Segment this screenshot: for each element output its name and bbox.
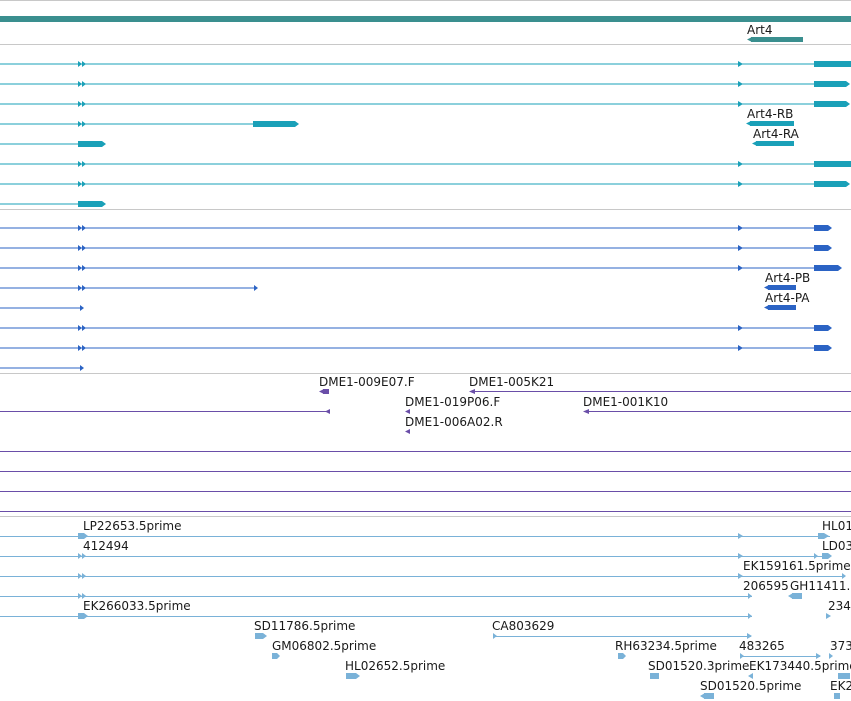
gene-track[interactable]: Art4: [747, 23, 803, 42]
est-label: CA803629: [492, 619, 554, 633]
est-label: EK2: [830, 679, 851, 693]
est-label: 206595: [743, 579, 789, 593]
probe-arrow-icon: [469, 389, 475, 394]
protein-block-art4-pa[interactable]: [768, 305, 796, 310]
transcript-label-art4-ra: Art4-RA: [753, 127, 800, 141]
est-label: 234: [828, 599, 851, 613]
probe-line[interactable]: [0, 411, 329, 412]
transcript-label-art4-rb: Art4-RB: [747, 107, 793, 121]
protein-row[interactable]: [0, 325, 832, 331]
exon-arrow-icon: [764, 285, 769, 290]
transcript-row[interactable]: [0, 101, 850, 107]
exon-arrow-icon: [746, 121, 751, 126]
gene-region-bar: [0, 16, 851, 22]
transcript-row[interactable]: [0, 181, 850, 187]
probe-line[interactable]: [0, 451, 851, 452]
strand-arrow-icon: [747, 37, 752, 42]
separator: [0, 44, 851, 45]
separator: [0, 373, 851, 374]
probe-label-dme1-005k21: DME1-005K21: [469, 375, 554, 389]
transcript-row[interactable]: [0, 81, 850, 87]
est-block[interactable]: [78, 533, 84, 539]
est-label: RH63234.5prime: [615, 639, 717, 653]
probe-arrow-icon: [405, 429, 410, 434]
protein-row[interactable]: [0, 245, 832, 251]
probe-line[interactable]: [0, 511, 851, 512]
est-label: SD01520.3prime: [648, 659, 749, 673]
probe-label-dme1-009e07f: DME1-009E07.F: [319, 375, 415, 389]
est-track[interactable]: LP22653.5prime HL01 412494 LD03 EK159161…: [0, 519, 851, 699]
est-label: LD03: [822, 539, 851, 553]
est-label: EK159161.5prime: [743, 559, 851, 573]
probe-line[interactable]: [0, 471, 851, 472]
exon-arrow-icon: [78, 61, 82, 67]
est-label: SD11786.5prime: [254, 619, 355, 633]
est-line[interactable]: [493, 636, 751, 637]
exon-arrow-icon: [738, 61, 743, 67]
cyan-transcript-track[interactable]: Art4-RB Art4-RA: [0, 61, 851, 207]
est-line[interactable]: [0, 596, 752, 597]
probe-track[interactable]: DME1-009E07.F DME1-005K21 DME1-019P06.F …: [0, 375, 851, 512]
est-label: HL01: [822, 519, 851, 533]
separator: [0, 209, 851, 210]
est-line[interactable]: [0, 556, 830, 557]
est-line[interactable]: [0, 536, 830, 537]
transcript-row[interactable]: [0, 141, 794, 147]
protein-row[interactable]: [0, 305, 796, 311]
overview-ruler-line: [0, 0, 851, 1]
protein-row[interactable]: [0, 285, 796, 291]
probe-line[interactable]: [473, 391, 851, 392]
probe-label-dme1-001k10: DME1-001K10: [583, 395, 668, 409]
protein-row[interactable]: [0, 265, 842, 271]
est-label: LP22653.5prime: [83, 519, 182, 533]
est-label: EK173440.5prime: [749, 659, 851, 673]
est-label: GH11411.: [790, 579, 850, 593]
separator: [0, 516, 851, 517]
probe-arrow-icon: [325, 409, 330, 414]
exon-arrow-icon: [764, 305, 769, 310]
est-line[interactable]: [740, 656, 820, 657]
exon-arrow-icon: [82, 61, 86, 67]
exon-arrow-icon: [752, 141, 757, 146]
transcript-row[interactable]: [0, 201, 106, 207]
probe-line[interactable]: [0, 491, 851, 492]
probe-arrow-icon: [319, 389, 324, 394]
est-arrow-icon: [738, 533, 743, 539]
protein-row[interactable]: [0, 345, 832, 351]
probe-arrow-icon: [583, 409, 589, 414]
est-label: 412494: [83, 539, 129, 553]
protein-label-art4-pb: Art4-PB: [765, 271, 810, 285]
est-label: 373: [830, 639, 851, 653]
est-label: SD01520.5prime: [700, 679, 801, 693]
gene-feature-art4[interactable]: [751, 37, 803, 42]
est-label: GM06802.5prime: [272, 639, 376, 653]
est-label: EK266033.5prime: [83, 599, 191, 613]
probe-label-dme1-019p06f: DME1-019P06.F: [405, 395, 500, 409]
protein-row[interactable]: [0, 225, 832, 231]
protein-label-art4-pa: Art4-PA: [765, 291, 810, 305]
est-line[interactable]: [0, 576, 845, 577]
blue-transcript-track[interactable]: Art4-PB Art4-PA: [0, 225, 842, 371]
est-label: 483265: [739, 639, 785, 653]
est-label: HL02652.5prime: [345, 659, 445, 673]
gene-label-art4: Art4: [747, 23, 772, 37]
est-arrow-icon: [84, 533, 88, 539]
protein-block-art4-pb[interactable]: [768, 285, 796, 290]
probe-line[interactable]: [587, 411, 851, 412]
transcript-row[interactable]: [0, 121, 794, 127]
protein-row[interactable]: [0, 365, 84, 371]
exon-block: [814, 61, 851, 67]
track-separators: [0, 44, 851, 517]
est-line[interactable]: [0, 616, 752, 617]
probe-arrow-icon: [405, 409, 410, 414]
transcript-block-art4-rb[interactable]: [750, 121, 794, 126]
transcript-block-art4-ra[interactable]: [756, 141, 794, 146]
probe-label-dme1-006a02r: DME1-006A02.R: [405, 415, 503, 429]
transcript-row[interactable]: [0, 61, 851, 67]
transcript-row[interactable]: [0, 161, 851, 167]
probe-block[interactable]: [323, 389, 329, 394]
